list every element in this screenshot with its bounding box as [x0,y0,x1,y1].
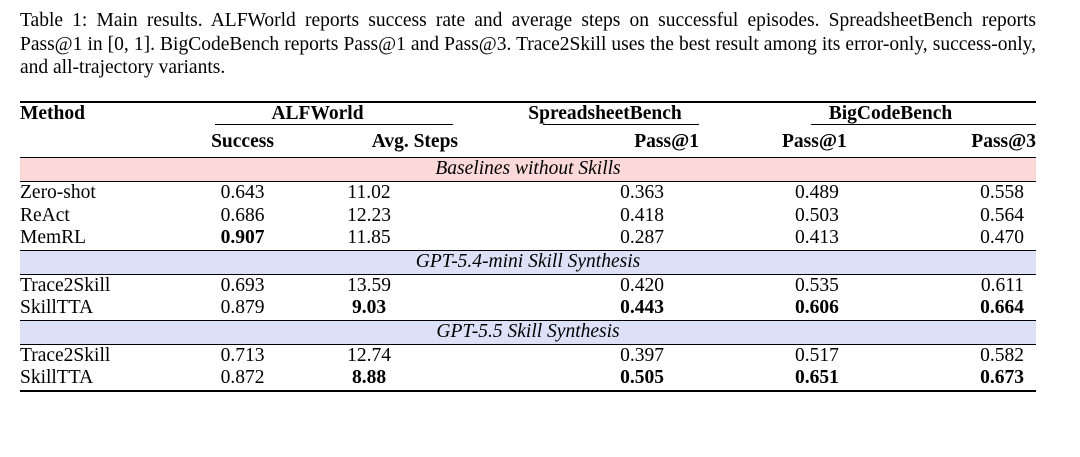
header-bc-pass3: Pass@3 [971,131,1037,153]
header-row-benchmarks: Method ALFWorld SpreadsheetBench BigCode… [20,101,1037,128]
cell-method: ReAct [20,204,70,226]
cell-bc-pass1: 0.535 [745,273,877,297]
cell-method: SkillTTA [20,297,94,318]
cell-ss-pass1: 0.418 [620,204,664,226]
table-caption: Table 1: Main results. ALFWorld reports … [20,10,1036,78]
cell-avg-steps: 8.88 [315,367,465,392]
table-row: Zero-shot 0.643 11.02 0.363 0.489 0.558 [20,181,1037,205]
bigcodebench-cmidrule [811,124,1037,125]
cell-method: Trace2Skill [20,343,170,367]
section-header-row: GPT-5.4-mini Skill Synthesis [20,249,1037,274]
table-row: ReAct 0.686 12.23 0.418 0.503 0.564 [20,205,1036,228]
header-method: Method [20,101,170,128]
header-bigcodebench: BigCodeBench [745,101,1037,128]
cell-bc-pass3: 0.582 [877,343,1037,367]
header-bc-pass1: Pass@1 [782,131,847,153]
cell-bc-pass3: 0.564 [980,204,1025,226]
header-bigcodebench-label: BigCodeBench [828,103,953,124]
cell-ss-pass1: 0.397 [465,343,745,367]
section-header-row: GPT-5.5 Skill Synthesis [20,319,1037,344]
cell-bc-pass1: 0.489 [745,181,877,205]
table-row: MemRL 0.907 11.85 0.287 0.413 0.470 [20,227,1036,250]
cell-ss-pass1: 0.505 [465,367,745,392]
cell-bc-pass3: 0.470 [980,227,1025,248]
cell-bc-pass3: 0.611 [877,273,1037,297]
cell-success: 0.643 [170,181,315,205]
cell-bc-pass3: 0.664 [980,297,1025,318]
cell-bc-pass1: 0.606 [795,297,839,318]
cell-ss-pass1: 0.287 [620,227,664,248]
cell-bc-pass1: 0.651 [745,367,877,392]
table-row: Trace2Skill 0.693 13.59 0.420 0.535 0.611 [20,273,1037,297]
cell-success: 0.872 [170,367,315,392]
header-alfworld: ALFWorld [170,101,465,128]
section-title: GPT-5.4-mini Skill Synthesis [20,249,1037,274]
cell-success: 0.907 [220,227,265,248]
cell-bc-pass1: 0.503 [795,204,839,226]
header-alfworld-label: ALFWorld [271,103,364,124]
table-row: SkillTTA 0.872 8.88 0.505 0.651 0.673 [20,367,1037,392]
header-spreadsheetbench: SpreadsheetBench [465,101,745,128]
cell-success: 0.686 [220,204,265,226]
cell-bc-pass1: 0.413 [795,227,839,248]
alfworld-cmidrule [215,124,453,125]
spreadsheetbench-cmidrule [543,124,699,125]
cell-ss-pass1: 0.420 [465,273,745,297]
cell-success: 0.713 [170,343,315,367]
cell-method: SkillTTA [20,367,170,392]
header-avg-steps: Avg. Steps [371,131,458,153]
cell-ss-pass1: 0.443 [620,297,664,318]
cell-avg-steps: 12.23 [347,204,391,226]
results-table: Method ALFWorld SpreadsheetBench BigCode… [20,101,1037,392]
cell-avg-steps: 12.74 [315,343,465,367]
cell-ss-pass1: 0.363 [465,181,745,205]
header-empty [20,128,170,158]
cell-avg-steps: 13.59 [315,273,465,297]
table-row: SkillTTA 0.879 9.03 0.443 0.606 0.664 [20,297,1036,320]
table-body: Baselines without Skills Zero-shot 0.643 11… [20,157,1037,392]
header-ss-pass1: Pass@1 [634,131,699,153]
table-row: Trace2Skill 0.713 12.74 0.397 0.517 0.582 [20,343,1037,367]
section-title: Baselines without Skills [20,157,1037,182]
cell-success: 0.879 [220,297,265,318]
cell-avg-steps: 11.85 [347,227,391,248]
header-row-metrics: Success Avg. Steps Pass@1 Pass@1 Pass@3 [20,128,1036,158]
cell-bc-pass3: 0.558 [877,181,1037,205]
header-success: Success [211,131,274,153]
section-header-row: Baselines without Skills [20,157,1037,182]
cell-success: 0.693 [170,273,315,297]
cell-method: MemRL [20,227,87,248]
cell-avg-steps: 11.02 [315,181,465,205]
cell-method: Zero-shot [20,181,170,205]
section-title: GPT-5.5 Skill Synthesis [20,319,1037,344]
cell-method: Trace2Skill [20,273,170,297]
header-spreadsheetbench-label: SpreadsheetBench [528,103,682,124]
cell-bc-pass1: 0.517 [745,343,877,367]
cell-bc-pass3: 0.673 [877,367,1037,392]
cell-avg-steps: 9.03 [351,297,387,318]
